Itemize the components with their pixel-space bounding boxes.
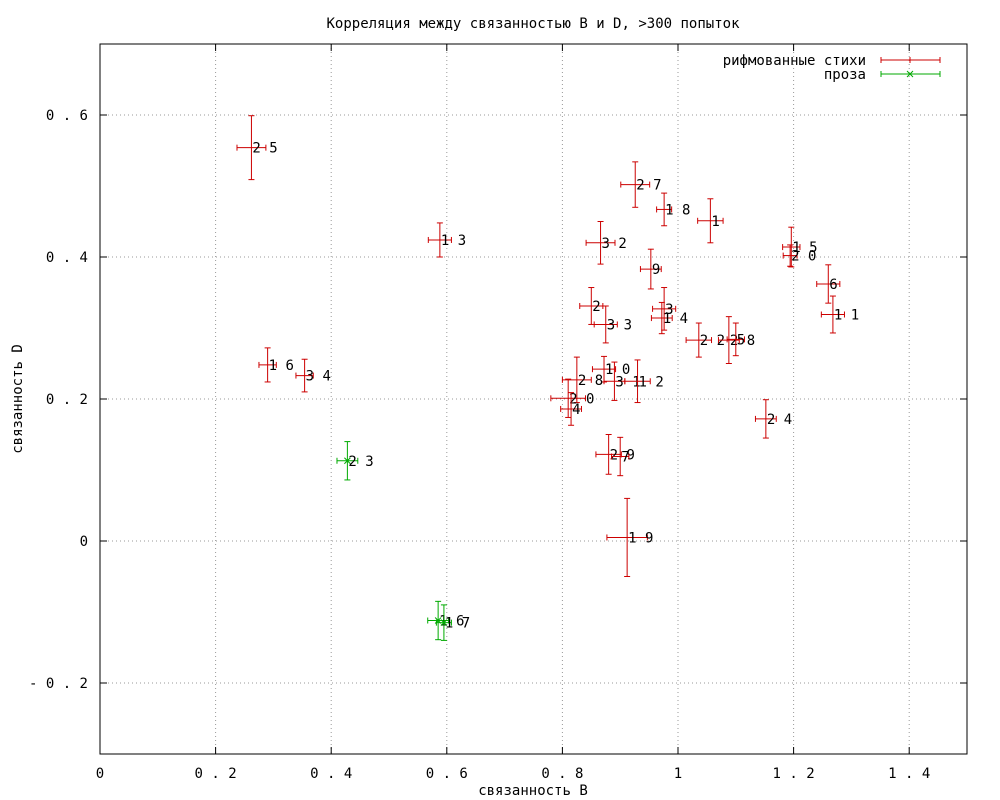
y-tick-label: - 0 . 2 bbox=[29, 676, 88, 692]
point-label: 1 bbox=[711, 214, 719, 230]
x-tick-label: 0 . 2 bbox=[195, 766, 237, 782]
data-point: 2 0 bbox=[550, 378, 594, 418]
point-label: 6 bbox=[829, 277, 837, 293]
legend-sample bbox=[880, 70, 941, 78]
data-point: 2 8 bbox=[561, 356, 603, 404]
point-label: 3 1 bbox=[615, 374, 640, 390]
point-label: 2 bbox=[592, 299, 600, 315]
point-label: 1 9 bbox=[628, 530, 653, 546]
x-tick-label: 0 . 6 bbox=[426, 766, 468, 782]
data-point: 3 bbox=[652, 287, 677, 331]
data-point: 2 0 bbox=[782, 244, 816, 267]
point-label: 1 8 bbox=[665, 202, 690, 218]
series-group: 2 31 61 7 bbox=[336, 441, 470, 641]
chart-title: Корреляция между связанностью B и D, >30… bbox=[326, 16, 740, 32]
point-label: 3 bbox=[665, 302, 673, 318]
data-point: 3 1 bbox=[603, 361, 641, 401]
data-point: 1 8 bbox=[656, 192, 690, 227]
point-label: 3 4 bbox=[306, 369, 331, 385]
data-point: 1 3 bbox=[427, 222, 466, 258]
data-point: 6 bbox=[816, 264, 841, 304]
y-tick-label: 0 bbox=[80, 534, 88, 550]
point-label: 3 2 bbox=[602, 236, 627, 252]
data-point: 2 bbox=[579, 287, 604, 325]
data-point: 1 5 bbox=[782, 226, 818, 268]
data-point: 7 bbox=[611, 436, 630, 477]
y-tick-label: 0 . 4 bbox=[46, 250, 88, 266]
data-point: 2 7 bbox=[620, 161, 662, 208]
y-axis-label: связанность D bbox=[10, 344, 26, 454]
legend-label: проза bbox=[824, 67, 866, 83]
point-label: 5 bbox=[737, 332, 745, 348]
point-label: 2 0 bbox=[569, 391, 594, 407]
x-axis: 0 0 . 2 0 . 4 0 . 6 0 . 8 1 1 . 2 1 . 4 bbox=[96, 44, 930, 782]
data-point: 3 2 bbox=[585, 221, 627, 265]
point-label: 2 0 bbox=[791, 249, 816, 265]
point-label: 1 2 bbox=[639, 374, 664, 390]
data-point: 1 1 bbox=[820, 295, 859, 334]
point-label: 1 5 bbox=[792, 240, 817, 256]
data-point: 2 5 bbox=[236, 115, 278, 181]
x-tick-label: 0 bbox=[96, 766, 104, 782]
legend-sample bbox=[880, 57, 941, 63]
point-label: 1 7 bbox=[445, 616, 470, 632]
data-point: 9 bbox=[639, 248, 662, 290]
data-point: 2 3 bbox=[336, 441, 374, 481]
legend-label: рифмованные стихи bbox=[723, 53, 866, 69]
point-label: 1 0 bbox=[605, 362, 630, 378]
point-label: 9 bbox=[652, 262, 660, 278]
data-point: 3 4 bbox=[295, 358, 331, 393]
data-point: 1 9 bbox=[606, 497, 653, 577]
x-tick-label: 0 . 8 bbox=[541, 766, 583, 782]
x-tick-label: 1 . 2 bbox=[773, 766, 815, 782]
point-label: 2 5 bbox=[252, 141, 277, 157]
point-label: 2 2 bbox=[700, 333, 725, 349]
point-label: 1 6 bbox=[269, 358, 294, 374]
x-tick-label: 1 . 4 bbox=[888, 766, 930, 782]
point-label: 3 3 bbox=[607, 317, 632, 333]
data-point: 1 bbox=[697, 198, 724, 244]
point-label: 2 7 bbox=[636, 178, 661, 194]
point-label: 4 bbox=[572, 402, 580, 418]
data-point: 1 2 bbox=[624, 359, 664, 404]
point-label: 2 8 bbox=[578, 373, 603, 389]
grid-lines bbox=[100, 44, 967, 754]
legend-marker bbox=[906, 70, 914, 78]
data-point: 1 7 bbox=[435, 604, 470, 641]
data-point: 3 3 bbox=[593, 305, 632, 344]
x-tick-label: 1 bbox=[674, 766, 682, 782]
point-label: 2 3 bbox=[348, 454, 373, 470]
y-axis: - 0 . 2 0 0 . 2 0 . 4 0 . 6 bbox=[29, 108, 967, 692]
data-point: 1 6 bbox=[258, 347, 294, 383]
data-point: 4 bbox=[560, 392, 582, 426]
point-label: 7 bbox=[621, 450, 629, 466]
point-label: 1 1 bbox=[834, 308, 859, 324]
data-point: 1 4 bbox=[650, 301, 688, 335]
point-marker bbox=[440, 619, 448, 627]
point-marker bbox=[344, 457, 351, 465]
point-label: 1 3 bbox=[441, 233, 466, 249]
y-tick-label: 0 . 2 bbox=[46, 392, 88, 408]
y-tick-label: 0 . 6 bbox=[46, 108, 88, 124]
data-point: 2 4 bbox=[754, 399, 792, 439]
point-label: 2 4 bbox=[767, 412, 792, 428]
data-point: 5 bbox=[726, 322, 745, 357]
x-tick-label: 0 . 4 bbox=[310, 766, 352, 782]
point-label: 1 4 bbox=[663, 311, 688, 327]
x-axis-label: связанность B bbox=[478, 783, 588, 799]
